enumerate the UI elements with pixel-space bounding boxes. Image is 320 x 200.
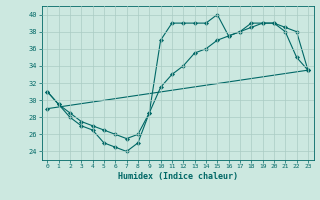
X-axis label: Humidex (Indice chaleur): Humidex (Indice chaleur) — [118, 172, 237, 181]
